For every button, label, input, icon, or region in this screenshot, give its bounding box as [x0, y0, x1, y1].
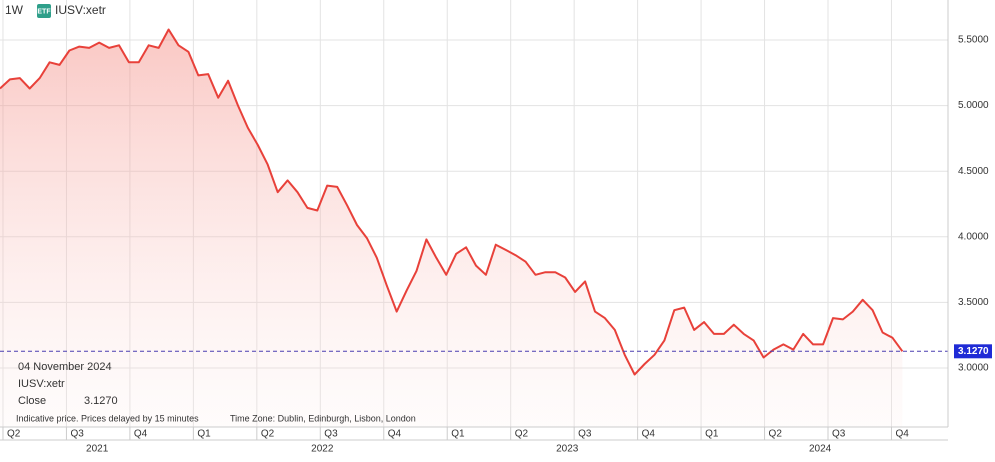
- x-tick-label: Q4: [642, 429, 656, 440]
- x-tick-label: Q4: [895, 429, 909, 440]
- x-tick-label: Q2: [515, 429, 529, 440]
- y-tick-label: 3.0000: [958, 363, 989, 374]
- x-tick-label: Q3: [324, 429, 338, 440]
- tooltip: 04 November 2024 IUSV:xetr Close 3.1270: [18, 361, 118, 407]
- price-line: [0, 28, 904, 376]
- area: [0, 29, 903, 427]
- y-tick-label: 3.5000: [958, 297, 989, 308]
- year-label: 2021: [86, 444, 109, 455]
- timezone: Time Zone: Dublin, Edinburgh, Lisbon, Lo…: [230, 413, 416, 423]
- x-tick-label: Q3: [578, 429, 592, 440]
- badge: ETF: [37, 8, 51, 15]
- tooltip-field: Close: [18, 395, 46, 407]
- symbol: IUSV:xetr: [55, 3, 106, 17]
- x-tick-label: Q4: [134, 429, 148, 440]
- y-tick-label: 4.5000: [958, 166, 989, 177]
- x-tick-label: Q1: [705, 429, 719, 440]
- tooltip-date: 04 November 2024: [18, 361, 112, 373]
- year-label: 2023: [556, 444, 579, 455]
- x-tick-label: Q2: [261, 429, 275, 440]
- close-marker: [954, 344, 992, 359]
- y-tick-label: 4.0000: [958, 231, 989, 242]
- badge-bg: [37, 4, 51, 18]
- x-tick-label: Q2: [769, 429, 783, 440]
- x-tick-label: Q1: [197, 429, 211, 440]
- x-tick-label: Q1: [451, 429, 465, 440]
- x-tick-label: Q3: [832, 429, 846, 440]
- x-tick-label: Q2: [7, 429, 21, 440]
- x-axis-band: [0, 427, 995, 457]
- close-label: 3.1270: [958, 346, 989, 357]
- y-tick-label: 5.5000: [958, 35, 989, 46]
- tooltip-symbol: IUSV:xetr: [18, 378, 65, 390]
- tooltip-value: 3.1270: [84, 395, 118, 407]
- axes: 3.0000 3.5000 4.0000 4.5000 5.0000 5.5000 Q2 Q3…: [2, 35, 992, 455]
- interval: 1W: [5, 3, 24, 17]
- plot: [0, 28, 948, 427]
- x-tick-label: Q4: [388, 429, 402, 440]
- note: Indicative price. Prices delayed by 15 m…: [16, 413, 199, 423]
- x-tick-label: Q3: [70, 429, 84, 440]
- y-tick-label: 5.0000: [958, 100, 989, 111]
- year-label: 2022: [311, 444, 334, 455]
- year-label: 2024: [809, 444, 832, 455]
